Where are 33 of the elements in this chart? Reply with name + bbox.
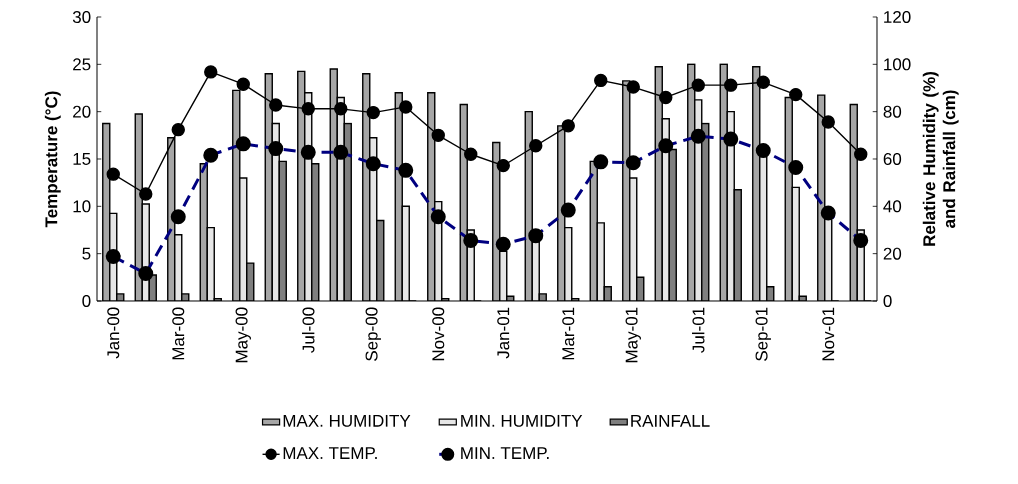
x-tick-label: Sep-00 xyxy=(365,307,381,361)
y-tick-label: 0 xyxy=(82,294,91,308)
legend-label: MIN. TEMP. xyxy=(461,447,549,459)
legend-label: MAX. TEMP. xyxy=(283,447,377,459)
y2-axis-title: Relative Humidity (%) and Rainfall (cm) xyxy=(922,72,959,246)
y-tick-label: 20 xyxy=(73,105,91,118)
x-tick-label: Jan-00 xyxy=(107,307,120,359)
x-tick-label: Jul-01 xyxy=(692,307,705,353)
x-tick-label: Nov-00 xyxy=(432,307,445,361)
x-tick-label: Jul-00 xyxy=(302,307,315,353)
legend-label: MAX. HUMIDITY xyxy=(283,414,411,427)
x-tick-label: May-01 xyxy=(625,307,641,363)
y-tick-label: 25 xyxy=(73,58,91,71)
legend-label: RAINFALL xyxy=(631,414,710,427)
y2-tick-label: 100 xyxy=(884,58,911,71)
x-tick-label: May-00 xyxy=(235,307,251,363)
x-tick-label: Nov-01 xyxy=(822,307,835,361)
y2-tick-label: 40 xyxy=(883,200,902,213)
y-tick-label: 10 xyxy=(73,200,91,213)
x-tick-label: Jan-01 xyxy=(497,307,510,359)
y2-tick-label: 20 xyxy=(883,247,902,260)
y-tick-label: 5 xyxy=(82,247,91,260)
y2-tick-label: 60 xyxy=(883,152,902,166)
x-tick-label: Mar-00 xyxy=(172,307,185,360)
y-tick-label: 30 xyxy=(72,10,91,24)
y2-tick-label: 120 xyxy=(884,10,911,24)
x-tick-label: Sep-01 xyxy=(755,307,771,361)
y2-tick-label: 80 xyxy=(883,105,902,118)
x-tick-label: Mar-01 xyxy=(562,307,575,360)
y2-tick-label: 0 xyxy=(883,294,892,308)
legend-label: MIN. HUMIDITY xyxy=(461,414,583,427)
y-axis-title: Temperature (°C) xyxy=(44,91,61,228)
y-tick-label: 15 xyxy=(73,153,91,165)
